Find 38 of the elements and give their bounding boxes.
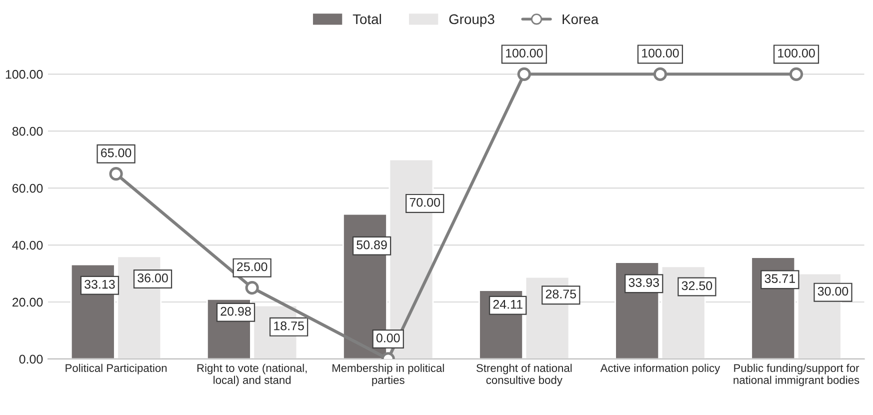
- point: [789, 67, 804, 81]
- point: [653, 67, 668, 81]
- data-label: 25.00: [237, 262, 268, 272]
- data-label: 33.13: [84, 280, 115, 289]
- point: [517, 67, 531, 81]
- x-tick-label: Membership in political parties: [332, 364, 444, 386]
- x-tick-label: Strenght of national consultive body: [476, 364, 572, 386]
- point: [245, 280, 259, 295]
- x-tick-label: Public funding/support for national immigrant bodies: [734, 364, 860, 386]
- data-label: 30.00: [818, 286, 848, 296]
- data-label: 100.00: [506, 48, 543, 58]
- x-tick-label: Political Participation: [66, 364, 167, 374]
- data-label: 0.00: [376, 334, 400, 342]
- legend-label: Total: [352, 14, 381, 24]
- data-label: 33.93: [628, 278, 659, 287]
- y-tick-label: 60.00: [12, 184, 43, 193]
- data-label: 65.00: [101, 148, 132, 158]
- y-tick-label: 20.00: [12, 298, 43, 307]
- data-label: 100.00: [778, 48, 815, 58]
- point: [109, 167, 123, 181]
- data-label: 36.00: [138, 273, 168, 282]
- legend-label: Group3: [449, 14, 494, 27]
- data-label: 70.00: [410, 198, 440, 207]
- data-label: 20.98: [220, 306, 251, 316]
- data-label: 18.75: [274, 321, 304, 330]
- data-label: 35.71: [764, 274, 795, 283]
- data-label: 50.89: [356, 240, 387, 250]
- y-tick-label: 100.00: [6, 70, 43, 79]
- y-tick-label: 80.00: [12, 126, 43, 136]
- legend-label: Korea: [562, 14, 599, 24]
- y-tick-label: 40.00: [12, 240, 43, 250]
- data-label: 24.11: [493, 300, 522, 309]
- y-tick-label: 0.00: [19, 354, 43, 364]
- data-label: 100.00: [642, 48, 679, 58]
- data-label: 32.50: [682, 281, 712, 290]
- x-tick-label: Right to vote (national, local) and stand: [197, 364, 307, 386]
- x-tick-label: Active information policy: [600, 364, 720, 374]
- data-label: 28.75: [546, 290, 576, 298]
